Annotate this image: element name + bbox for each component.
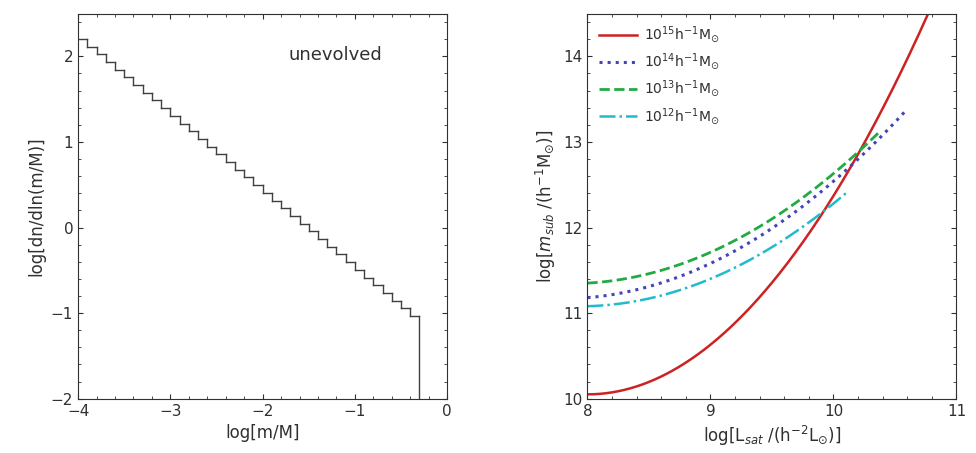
$10^{15}$h$^{-1}$M$_{\odot}$ bbox=[832, 186, 843, 192]
$10^{13}$h$^{-1}$M$_{\odot}$ bbox=[677, 260, 689, 266]
$10^{14}$h$^{-1}$M$_{\odot}$ bbox=[812, 192, 824, 197]
$10^{15}$h$^{-1}$M$_{\odot}$ bbox=[695, 350, 707, 355]
$10^{14}$h$^{-1}$M$_{\odot}$ bbox=[781, 215, 793, 221]
Line: $10^{13}$h$^{-1}$M$_{\odot}$: $10^{13}$h$^{-1}$M$_{\odot}$ bbox=[588, 131, 880, 283]
$10^{12}$h$^{-1}$M$_{\odot}$ bbox=[770, 242, 782, 248]
Text: unevolved: unevolved bbox=[289, 46, 383, 64]
$10^{12}$h$^{-1}$M$_{\odot}$ bbox=[842, 188, 854, 194]
$10^{14}$h$^{-1}$M$_{\odot}$ bbox=[708, 260, 719, 265]
$10^{13}$h$^{-1}$M$_{\odot}$ bbox=[793, 198, 804, 203]
$10^{13}$h$^{-1}$M$_{\odot}$ bbox=[617, 276, 629, 282]
$10^{14}$h$^{-1}$M$_{\odot}$ bbox=[811, 193, 823, 198]
$10^{14}$h$^{-1}$M$_{\odot}$ bbox=[582, 295, 593, 300]
$10^{14}$h$^{-1}$M$_{\odot}$ bbox=[899, 109, 911, 115]
$10^{15}$h$^{-1}$M$_{\odot}$ bbox=[582, 392, 593, 397]
Line: $10^{12}$h$^{-1}$M$_{\odot}$: $10^{12}$h$^{-1}$M$_{\odot}$ bbox=[588, 191, 848, 306]
$10^{15}$h$^{-1}$M$_{\odot}$ bbox=[624, 386, 635, 391]
$10^{12}$h$^{-1}$M$_{\odot}$ bbox=[667, 290, 678, 295]
$10^{15}$h$^{-1}$M$_{\odot}$ bbox=[719, 330, 731, 335]
$10^{13}$h$^{-1}$M$_{\odot}$ bbox=[766, 217, 778, 222]
$10^{15}$h$^{-1}$M$_{\odot}$ bbox=[928, 0, 940, 2]
$10^{12}$h$^{-1}$M$_{\odot}$ bbox=[746, 256, 757, 262]
$10^{13}$h$^{-1}$M$_{\odot}$ bbox=[794, 197, 806, 202]
X-axis label: log[m/M]: log[m/M] bbox=[225, 424, 300, 442]
$10^{14}$h$^{-1}$M$_{\odot}$ bbox=[685, 270, 697, 275]
$10^{15}$h$^{-1}$M$_{\odot}$ bbox=[799, 236, 811, 241]
$10^{13}$h$^{-1}$M$_{\odot}$ bbox=[582, 280, 593, 286]
Line: $10^{14}$h$^{-1}$M$_{\odot}$: $10^{14}$h$^{-1}$M$_{\odot}$ bbox=[588, 112, 905, 298]
$10^{12}$h$^{-1}$M$_{\odot}$ bbox=[771, 241, 783, 247]
X-axis label: log[L$_{sat}$ /(h$^{-2}$L$_{\odot}$)]: log[L$_{sat}$ /(h$^{-2}$L$_{\odot}$)] bbox=[703, 424, 841, 448]
$10^{13}$h$^{-1}$M$_{\odot}$ bbox=[698, 253, 710, 258]
Y-axis label: log[dn/dln(m/M)]: log[dn/dln(m/M)] bbox=[27, 136, 45, 276]
Y-axis label: log[$m_{sub}$ /(h$^{-1}$M$_{\odot}$)]: log[$m_{sub}$ /(h$^{-1}$M$_{\odot}$)] bbox=[534, 130, 557, 283]
$10^{12}$h$^{-1}$M$_{\odot}$ bbox=[582, 304, 593, 309]
Line: $10^{15}$h$^{-1}$M$_{\odot}$: $10^{15}$h$^{-1}$M$_{\odot}$ bbox=[588, 0, 934, 395]
$10^{13}$h$^{-1}$M$_{\odot}$ bbox=[874, 128, 886, 134]
$10^{14}$h$^{-1}$M$_{\odot}$ bbox=[620, 289, 631, 295]
$10^{12}$h$^{-1}$M$_{\odot}$ bbox=[613, 301, 625, 307]
$10^{12}$h$^{-1}$M$_{\odot}$ bbox=[685, 284, 697, 289]
$10^{15}$h$^{-1}$M$_{\odot}$ bbox=[834, 183, 845, 188]
Legend: $10^{15}$h$^{-1}$M$_{\odot}$, $10^{14}$h$^{-1}$M$_{\odot}$, $10^{13}$h$^{-1}$M$_: $10^{15}$h$^{-1}$M$_{\odot}$, $10^{14}$h… bbox=[594, 20, 724, 131]
